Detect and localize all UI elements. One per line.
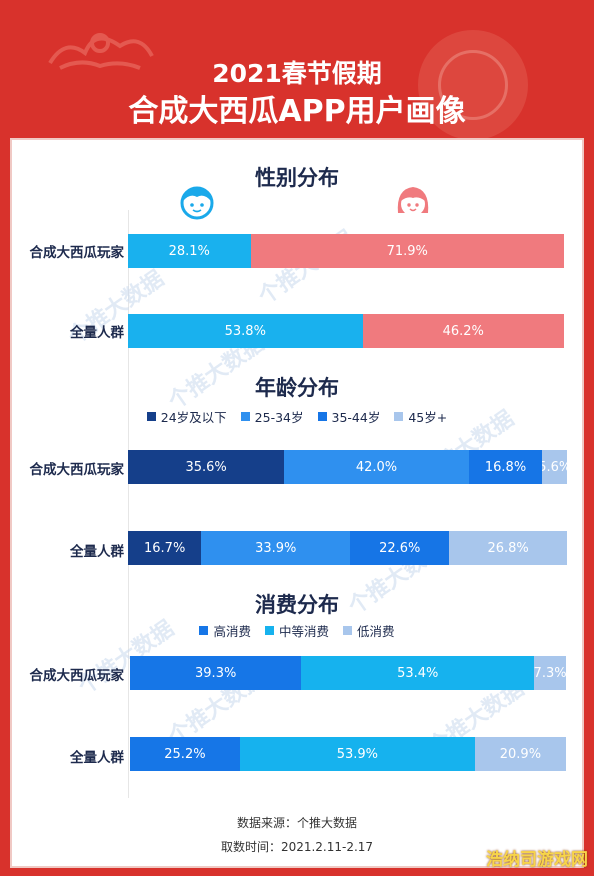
bar-segment: 53.4% [301,656,535,690]
spending-bar-players: 39.3% 53.4% 7.3% [130,656,566,690]
legend-swatch [317,412,327,421]
footer-source: 数据来源：个推大数据 [236,816,357,830]
bar-segment: 42.0% [284,450,469,484]
cloud-decoration-icon [48,33,154,70]
bar-segment: 39.3% [130,656,302,690]
gender-row-label-players: 合成大西瓜玩家 [29,245,125,261]
age-bar-players: 35.6%42.0%16.8%5.6% [128,450,567,484]
legend-item: 低消费 [343,621,395,640]
age-row-label-all: 全量人群 [70,544,124,560]
legend-item: 35-44岁 [317,407,381,426]
bar-segment: 16.8% [468,450,543,484]
legend-item: 24岁及以下 [146,407,227,426]
header-banner: 2021春节假期 合成大西瓜APP用户画像 [0,0,594,138]
gender-section-title: 性别分布 [255,166,339,190]
legend-item: 中等消费 [264,621,329,640]
legend-swatch [146,412,156,421]
legend-label: 35-44岁 [331,410,381,425]
bar-segment: 22.6% [350,531,450,565]
legend-label: 高消费 [213,624,251,639]
gender-bar-players: 28.1% 71.9% [128,234,564,268]
gender-row-label-all: 全量人群 [70,325,124,341]
bar-segment: 71.9% [250,234,564,268]
spending-row-label-all: 全量人群 [70,750,124,766]
legend-swatch [394,412,404,421]
bar-segment: 16.7% [128,531,202,565]
spending-section-title: 消费分布 [255,593,339,617]
girl-face-icon [397,187,429,216]
legend-item: 高消费 [199,621,251,640]
footer-period: 取数时间：2021.2.11-2.17 [220,840,374,854]
bar-segment: 35.6% [128,450,285,484]
corner-watermark: 浩纳司游戏网 [486,850,588,870]
bar-segment: 53.9% [239,737,475,771]
legend-swatch [199,626,209,635]
age-section-title: 年龄分布 [255,376,339,400]
boy-face-icon [180,186,214,220]
spending-bar-all: 25.2% 53.9% 20.9% [130,737,566,771]
spending-row-label-players: 合成大西瓜玩家 [29,668,125,684]
chart-axis-frame [128,210,573,798]
bar-segment: 33.9% [201,531,351,565]
bar-segment: 46.2% [362,314,564,348]
bar-segment: 7.3% [534,656,566,690]
age-row-label-players: 合成大西瓜玩家 [29,462,125,478]
legend-label: 低消费 [357,624,395,639]
spending-legend: 高消费 中等消费 低消费 [0,621,594,640]
title-line-1: 2021春节假期 [212,59,382,88]
legend-swatch [240,412,250,421]
gender-bar-all: 53.8% 46.2% [128,314,564,348]
legend-item: 25-34岁 [240,407,304,426]
legend-swatch [264,626,274,635]
legend-label: 45岁+ [408,410,448,425]
legend-label: 25-34岁 [254,410,304,425]
bar-segment: 20.9% [474,737,566,771]
legend-label: 中等消费 [278,624,329,639]
legend-swatch [343,626,352,635]
age-bar-all: 16.7% 33.9% 22.6% 26.8% [128,531,567,565]
bar-segment: 5.6% [542,450,567,484]
legend-label: 24岁及以下 [160,410,227,425]
age-legend: 24岁及以下 25-34岁 35-44岁 45岁+ [0,407,594,426]
bar-segment: 53.8% [128,314,363,348]
bar-segment: 25.2% [130,737,240,771]
decorative-ring [438,50,508,120]
legend-item: 45岁+ [394,407,447,426]
title-line-2: 合成大西瓜APP用户画像 [128,94,466,129]
bar-segment: 26.8% [449,531,567,565]
bar-segment: 28.1% [128,234,251,268]
